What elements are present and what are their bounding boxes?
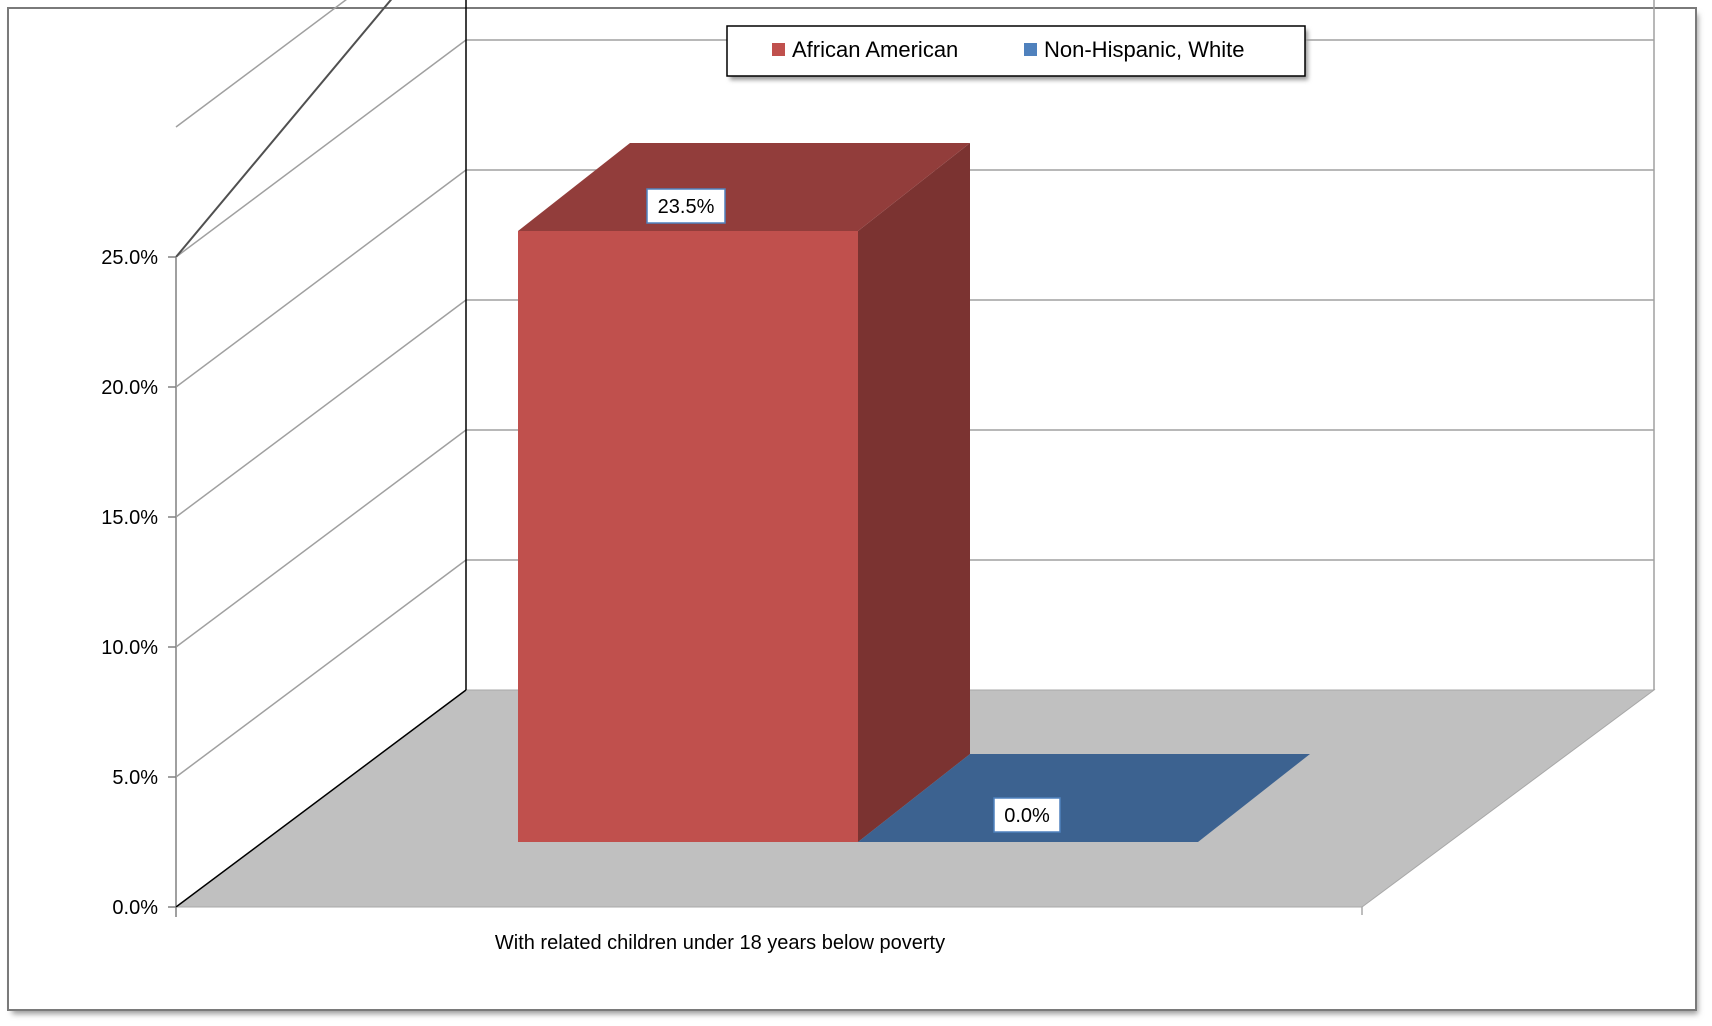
bar-non-hispanic-white <box>858 754 1310 842</box>
legend-label-african-american: African American <box>792 37 958 62</box>
axes: 0.0% 5.0% 10.0% 15.0% 20.0% 25.0% With related… <box>101 247 945 954</box>
data-labels: 23.5% 0.0% <box>646 188 1061 833</box>
gridline-side <box>175 299 467 518</box>
y-tick-label: 10.0% <box>101 637 158 659</box>
bar-top-face <box>518 143 970 231</box>
legend-label-non-hispanic-white: Non-Hispanic, White <box>1044 37 1245 62</box>
bar-top-face <box>858 754 1310 842</box>
y-tick-label: 0.0% <box>112 897 158 919</box>
y-tick-label: 15.0% <box>101 507 158 529</box>
legend: African American Non-Hispanic, White <box>726 25 1308 80</box>
legend-swatch-african-american <box>772 43 785 56</box>
side-wall-top-edge <box>175 0 393 258</box>
bar-front-face <box>518 231 858 842</box>
gridline-side <box>175 169 467 388</box>
bar-side-face <box>858 143 970 842</box>
data-label-text: 0.0% <box>1004 805 1050 827</box>
data-label-african-american: 23.5% <box>646 188 726 224</box>
y-tick-label: 5.0% <box>112 767 158 789</box>
gridline-side <box>175 0 347 128</box>
gridline-side <box>175 39 467 258</box>
y-tick-label: 20.0% <box>101 377 158 399</box>
data-label-text: 23.5% <box>658 196 715 218</box>
legend-swatch-non-hispanic-white <box>1024 43 1037 56</box>
y-tick-label: 25.0% <box>101 247 158 269</box>
gridline-side <box>175 429 467 648</box>
data-label-box <box>646 188 726 224</box>
legend-box <box>726 25 1306 77</box>
x-category-label: With related children under 18 years bel… <box>495 932 945 954</box>
floor-left-edge <box>175 689 467 908</box>
data-label-box <box>993 797 1061 833</box>
bar-african-american <box>518 143 970 842</box>
bars <box>518 143 1310 842</box>
data-label-non-hispanic-white: 0.0% <box>993 797 1061 833</box>
gridline-side <box>175 559 467 778</box>
